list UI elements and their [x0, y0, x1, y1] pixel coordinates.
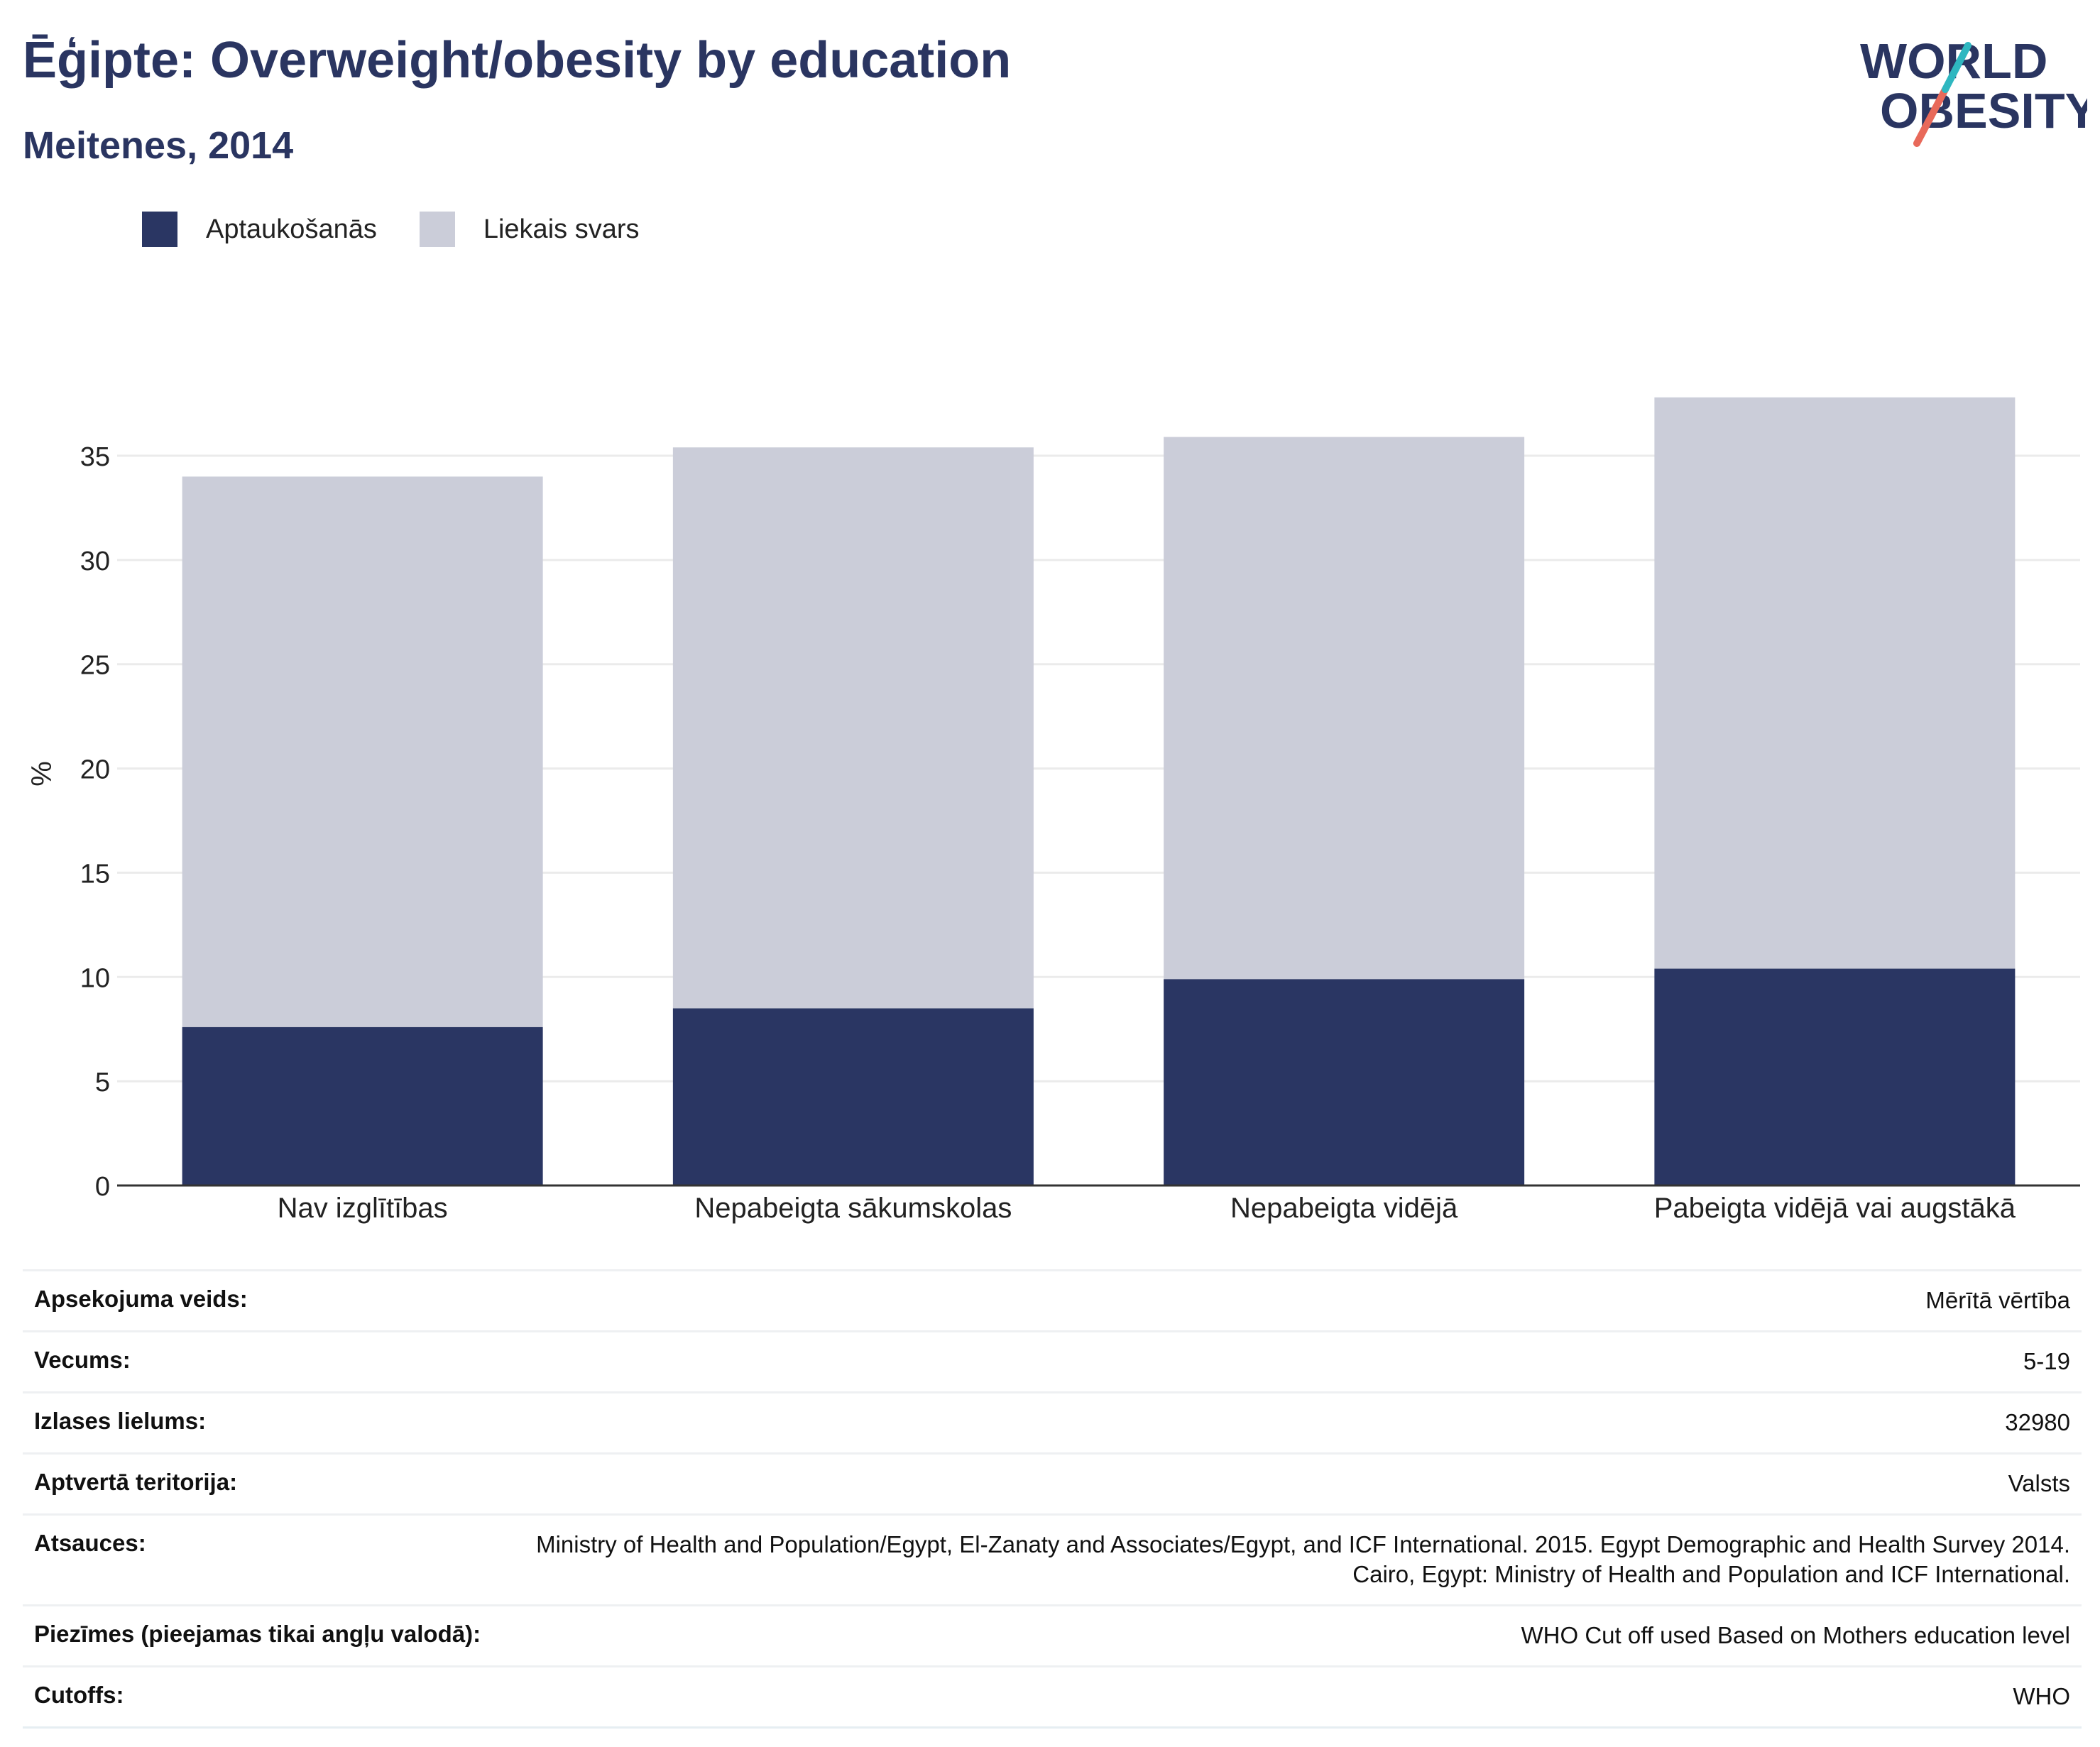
- x-tick-label: Nav izglītības: [278, 1193, 448, 1224]
- bar-obesity: [1164, 979, 1525, 1185]
- bar-overweight: [1654, 397, 2016, 969]
- y-tick-label: 5: [95, 1068, 110, 1097]
- info-row: Apsekojuma veids: Mērītā vērtība: [23, 1269, 2082, 1330]
- y-tick-label: 35: [80, 442, 110, 472]
- bar-overweight: [1164, 437, 1525, 980]
- info-row: Vecums: 5-19: [23, 1330, 2082, 1391]
- y-axis-label: %: [26, 761, 58, 787]
- chart-title: Ēģipte: Overweight/obesity by education: [23, 32, 1012, 89]
- info-value: 5-19: [2023, 1347, 2070, 1374]
- info-key: Aptvertā teritorija:: [34, 1468, 238, 1495]
- chart-subtitle: Meitenes, 2014: [23, 124, 294, 167]
- info-value: Ministry of Health and Population/Egypt,…: [536, 1530, 2070, 1588]
- legend-item-overweight: Liekais svars: [419, 212, 640, 247]
- info-key: Apsekojuma veids:: [34, 1286, 248, 1312]
- info-value: Mērītā vērtība: [1925, 1287, 2070, 1313]
- info-table: Apsekojuma veids: Mērītā vērtība Vecums: 5-…: [23, 1269, 2082, 1729]
- info-key: Piezīmes (pieejamas tikai angļu valodā):: [34, 1621, 481, 1648]
- chart-legend: Aptaukošanās Liekais svars: [142, 210, 682, 248]
- y-tick-label: 25: [80, 651, 110, 681]
- bar-obesity: [672, 1008, 1034, 1185]
- info-row: Piezīmes (pieejamas tikai angļu valodā):…: [23, 1604, 2082, 1665]
- info-value: WHO: [2013, 1683, 2070, 1710]
- info-key: Atsauces:: [34, 1529, 146, 1556]
- info-value: 32980: [2005, 1408, 2070, 1435]
- info-key: Cutoffs:: [34, 1682, 124, 1709]
- x-tick-label: Nepabeigta sākumskolas: [694, 1193, 1012, 1224]
- y-tick-label: 30: [80, 547, 110, 576]
- info-row: Aptvertā teritorija: Valsts: [23, 1452, 2082, 1513]
- bar-obesity: [1654, 968, 2016, 1185]
- y-tick-label: 0: [95, 1172, 110, 1202]
- y-tick-label: 15: [80, 859, 110, 889]
- y-tick-label: 10: [80, 963, 110, 993]
- legend-swatch-overweight: [419, 212, 455, 247]
- bar-overweight: [672, 447, 1034, 1009]
- info-row: Cutoffs: WHO: [23, 1665, 2082, 1729]
- bar-chart: 0 5 10 15 20 25 30 35% Nav izglītības Nepabeigta …: [26, 397, 2080, 1224]
- info-key: Vecums:: [34, 1346, 131, 1373]
- x-tick-label: Pabeigta vidējā vai augstākā: [1654, 1193, 2016, 1224]
- info-value: Valsts: [2008, 1469, 2070, 1496]
- bar-overweight: [182, 476, 543, 1027]
- x-tick-label: Nepabeigta vidējā: [1230, 1193, 1458, 1224]
- info-key: Izlases lielums:: [34, 1407, 207, 1434]
- info-row: Atsauces: Ministry of Health and Populati…: [23, 1513, 2082, 1605]
- logo-line2: OBESITY: [1880, 83, 2087, 138]
- legend-swatch-obesity: [142, 212, 177, 247]
- world-obesity-logo: WORLD OBESITY: [1860, 33, 2087, 147]
- info-row: Izlases lielums: 32980: [23, 1391, 2082, 1452]
- legend-label-obesity: Aptaukošanās: [206, 214, 377, 244]
- legend-item-obesity: Aptaukošanās: [142, 212, 377, 247]
- legend-label-overweight: Liekais svars: [483, 214, 640, 244]
- y-tick-label: 20: [80, 755, 110, 785]
- bar-obesity: [182, 1026, 543, 1185]
- info-value: WHO Cut off used Based on Mothers educat…: [1521, 1622, 2070, 1649]
